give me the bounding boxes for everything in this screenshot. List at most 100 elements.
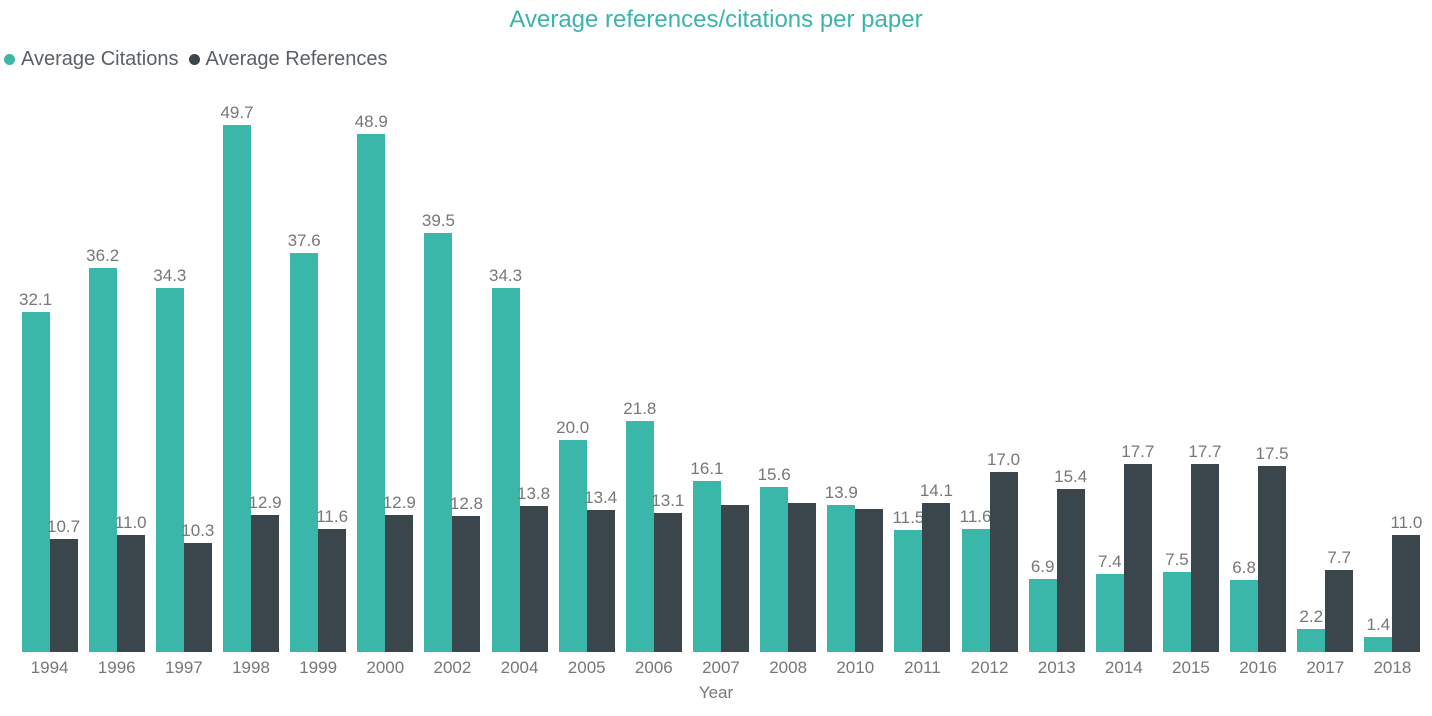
bar-column: 34.3 (489, 266, 522, 652)
bar-column: 6.9 (1028, 557, 1057, 652)
x-axis-title: Year (698, 683, 734, 702)
bar-1996-average-citations[interactable] (88, 268, 117, 652)
bar-group-2012: 11.6 17.0 (956, 450, 1023, 652)
bar-2007-average-citations[interactable] (692, 481, 721, 652)
data-label: 1.4 (1366, 615, 1391, 634)
bar-2017-average-references[interactable] (1325, 570, 1354, 652)
bar-column: 12.9 (383, 493, 416, 652)
bar-group-2015: 7.5 17.7 (1157, 442, 1224, 652)
bar-group-2004: 34.3 13.8 (486, 266, 553, 652)
bar-2018-average-references[interactable] (1392, 535, 1421, 652)
bar-column: 13.1 (651, 491, 684, 652)
bar-column: 2.2 (1297, 607, 1326, 652)
bar-2011-average-citations[interactable] (894, 530, 923, 652)
legend-item-average-citations[interactable]: Average Citations (4, 48, 179, 71)
bar-column: 32.1 (19, 290, 52, 652)
bar-2011-average-references[interactable] (922, 503, 951, 652)
bar-1997-average-citations[interactable] (155, 288, 184, 652)
x-tick-2017: 2017 (1306, 658, 1345, 677)
bar-2007-average-references[interactable] (720, 505, 749, 652)
bar-column: 17.0 (987, 450, 1020, 652)
bar-2015-average-references[interactable] (1190, 464, 1219, 652)
bar-2015-average-citations[interactable] (1162, 572, 1191, 652)
bar-column (720, 483, 749, 652)
data-label: 36.2 (86, 246, 120, 265)
bar-2000-average-citations[interactable] (357, 134, 386, 652)
bar-2005-average-references[interactable] (586, 510, 615, 652)
bar-2014-average-citations[interactable] (1095, 574, 1124, 652)
bar-2017-average-citations[interactable] (1297, 629, 1326, 652)
bar-column: 17.7 (1188, 442, 1222, 652)
x-tick-2013: 2013 (1037, 658, 1076, 677)
data-label: 11.0 (1390, 513, 1423, 532)
data-label: 13.9 (824, 483, 858, 502)
data-label: 7.7 (1327, 548, 1352, 567)
bar-column (855, 487, 884, 652)
bar-group-1996: 36.2 11.0 (83, 246, 150, 652)
bar-2008-average-citations[interactable] (760, 487, 789, 652)
bar-column: 11.0 (1390, 513, 1423, 652)
bar-2012-average-citations[interactable] (961, 529, 990, 652)
bar-1999-average-references[interactable] (318, 529, 347, 652)
bar-1997-average-references[interactable] (183, 543, 212, 652)
bar-group-2016: 6.8 17.5 (1225, 444, 1292, 652)
bar-1998-average-references[interactable] (250, 515, 279, 652)
bar-2002-average-citations[interactable] (424, 233, 453, 652)
data-label: 11.6 (959, 507, 992, 526)
bar-2000-average-references[interactable] (385, 515, 414, 652)
bar-group-2005: 20.0 13.4 (553, 418, 620, 652)
bar-2013-average-references[interactable] (1056, 489, 1085, 652)
bar-column: 11.5 (892, 508, 924, 652)
bar-2016-average-references[interactable] (1258, 466, 1287, 652)
bar-column: 6.8 (1230, 558, 1259, 652)
data-label: 48.9 (354, 112, 388, 131)
bar-2010-average-references[interactable] (855, 509, 884, 652)
bar-2004-average-references[interactable] (519, 506, 548, 652)
bar-group-1999: 37.6 11.6 (285, 231, 352, 652)
bar-2006-average-references[interactable] (653, 513, 682, 652)
bar-1996-average-references[interactable] (116, 535, 145, 652)
bar-2004-average-citations[interactable] (491, 288, 520, 652)
bar-1998-average-citations[interactable] (222, 125, 251, 652)
bar-group-2000: 48.9 12.9 (352, 112, 419, 652)
bar-column: 11.0 (115, 513, 147, 652)
bar-2012-average-references[interactable] (989, 472, 1018, 652)
x-tick-2018: 2018 (1373, 658, 1412, 677)
bar-column: 12.8 (450, 494, 483, 652)
bar-column: 11.6 (959, 507, 992, 652)
bar-2005-average-citations[interactable] (558, 440, 587, 652)
legend-label: Average Citations (21, 47, 179, 70)
x-tick-2010: 2010 (836, 658, 875, 677)
data-label: 15.6 (757, 465, 791, 484)
bar-column: 13.4 (584, 488, 618, 652)
bar-column: 49.7 (220, 103, 254, 652)
bar-group-1998: 49.7 12.9 (217, 103, 284, 652)
bar-column: 10.7 (47, 517, 81, 652)
data-label: 12.9 (248, 493, 282, 512)
bar-2006-average-citations[interactable] (625, 421, 654, 652)
x-tick-2004: 2004 (500, 658, 539, 677)
bar-2010-average-citations[interactable] (827, 505, 856, 652)
bar-column: 7.7 (1325, 548, 1354, 652)
data-label: 10.7 (47, 517, 81, 536)
bar-2014-average-references[interactable] (1123, 464, 1152, 652)
bar-2002-average-references[interactable] (452, 516, 481, 652)
bar-1994-average-citations[interactable] (21, 312, 50, 652)
bar-1994-average-references[interactable] (49, 539, 78, 652)
data-label: 34.3 (153, 266, 187, 285)
data-label: 13.4 (584, 488, 618, 507)
x-tick-1999: 1999 (299, 658, 338, 677)
bar-column: 10.3 (181, 521, 214, 652)
bar-2013-average-citations[interactable] (1028, 579, 1057, 652)
bar-2008-average-references[interactable] (788, 503, 817, 652)
bar-1999-average-citations[interactable] (290, 253, 319, 652)
legend-label: Average References (205, 47, 388, 70)
bar-2018-average-citations[interactable] (1364, 637, 1393, 652)
chart-title: Average references/citations per paper (509, 6, 923, 33)
bar-group-2014: 7.4 17.7 (1090, 442, 1157, 652)
bar-2016-average-citations[interactable] (1230, 580, 1259, 652)
data-label: 16.1 (690, 459, 724, 478)
legend-item-average-references[interactable]: Average References (188, 47, 388, 71)
bar-group-1997: 34.3 10.3 (150, 266, 217, 652)
